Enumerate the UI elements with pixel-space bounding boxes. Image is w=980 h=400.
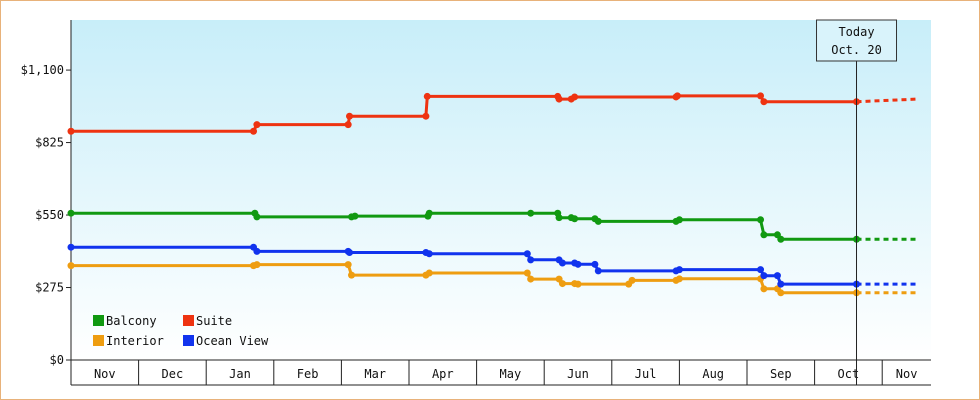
data-point [422, 112, 430, 120]
series-interior [67, 261, 919, 297]
data-point [425, 250, 433, 258]
data-point [348, 271, 356, 279]
data-point [760, 272, 768, 280]
data-point [527, 275, 535, 283]
legend-swatch [93, 315, 104, 326]
x-tick-label: Jun [567, 367, 589, 381]
x-tick-label: Jul [635, 367, 657, 381]
data-point [67, 262, 75, 270]
legend-item: Ocean View [183, 334, 269, 348]
data-point [558, 259, 566, 267]
y-tick-label: $1,100 [21, 63, 64, 77]
data-point [591, 260, 599, 268]
data-point [555, 95, 563, 103]
data-point [344, 261, 352, 269]
data-point [594, 267, 602, 275]
legend-item: Balcony [93, 314, 157, 328]
data-point [425, 269, 433, 277]
legend-item: Suite [183, 314, 232, 328]
x-tick-label: May [500, 367, 522, 381]
data-point [523, 250, 531, 258]
series-suite [67, 92, 919, 135]
data-point [757, 266, 765, 274]
data-point [253, 121, 261, 129]
today-label: Today [838, 25, 874, 39]
y-tick-label: $275 [35, 281, 64, 295]
data-point [760, 285, 768, 293]
data-point [571, 93, 579, 101]
y-tick-label: $550 [35, 208, 64, 222]
data-point [253, 261, 261, 269]
data-point [425, 209, 433, 217]
data-point [67, 127, 75, 135]
x-axis: Nov Dec Jan Feb Mar Apr May Jun Jul Aug Sep Oct Nov [70, 359, 931, 386]
today-marker: Today Oct. 20 [816, 19, 898, 385]
legend-label: Ocean View [196, 334, 269, 348]
legend-swatch [183, 315, 194, 326]
data-point [527, 209, 535, 217]
legend-swatch [183, 335, 194, 346]
data-point [777, 235, 785, 243]
data-point [346, 112, 354, 120]
data-point [675, 275, 683, 283]
x-tick-label: Mar [364, 367, 386, 381]
x-tick-label: Oct [838, 367, 860, 381]
today-box [816, 19, 898, 62]
data-point [351, 212, 359, 220]
data-point [594, 217, 602, 225]
series-projection [856, 97, 919, 104]
today-date: Oct. 20 [831, 43, 882, 57]
data-point [757, 92, 765, 100]
data-point [571, 215, 579, 223]
legend: Balcony Suite Interior Ocean View [93, 314, 269, 348]
y-tick-label: $0 [50, 353, 64, 367]
data-point [523, 269, 531, 277]
data-point [346, 248, 354, 256]
series-line [71, 263, 857, 295]
series-layer [67, 92, 919, 297]
data-point [423, 92, 431, 100]
x-tick-label: Jan [229, 367, 251, 381]
x-tick-label: Feb [297, 367, 319, 381]
data-point [777, 289, 785, 297]
x-tick-label: Aug [702, 367, 724, 381]
data-point [344, 121, 352, 129]
series-ocean-view [67, 243, 919, 288]
data-point [253, 213, 261, 221]
data-point [574, 280, 582, 288]
data-point [675, 216, 683, 224]
data-point [760, 98, 768, 106]
legend-swatch [93, 335, 104, 346]
series-balcony [67, 209, 919, 243]
plot-background [71, 20, 931, 360]
data-point [67, 243, 75, 251]
data-point [527, 256, 535, 264]
data-point [773, 272, 781, 280]
data-point [253, 247, 261, 255]
x-tick-label: Dec [162, 367, 184, 381]
y-tick-label: $825 [35, 136, 64, 150]
x-tick-label: Apr [432, 367, 454, 381]
data-point [777, 280, 785, 288]
data-point [558, 280, 566, 288]
legend-item: Interior [93, 334, 164, 348]
legend-label: Interior [106, 334, 164, 348]
x-tick-label: Sep [770, 367, 792, 381]
data-point [675, 266, 683, 274]
legend-label: Balcony [106, 314, 157, 328]
data-point [628, 276, 636, 284]
legend-label: Suite [196, 314, 232, 328]
data-point [673, 92, 681, 100]
data-point [555, 214, 563, 222]
data-point [250, 127, 258, 135]
data-point [67, 209, 75, 217]
y-axis: $0 $275 $550 $825 $1,100 [21, 20, 72, 367]
data-point [574, 260, 582, 268]
x-tick-label: Nov [94, 367, 116, 381]
data-point [760, 231, 768, 239]
data-point [757, 216, 765, 224]
x-tick-label: Nov [896, 367, 918, 381]
